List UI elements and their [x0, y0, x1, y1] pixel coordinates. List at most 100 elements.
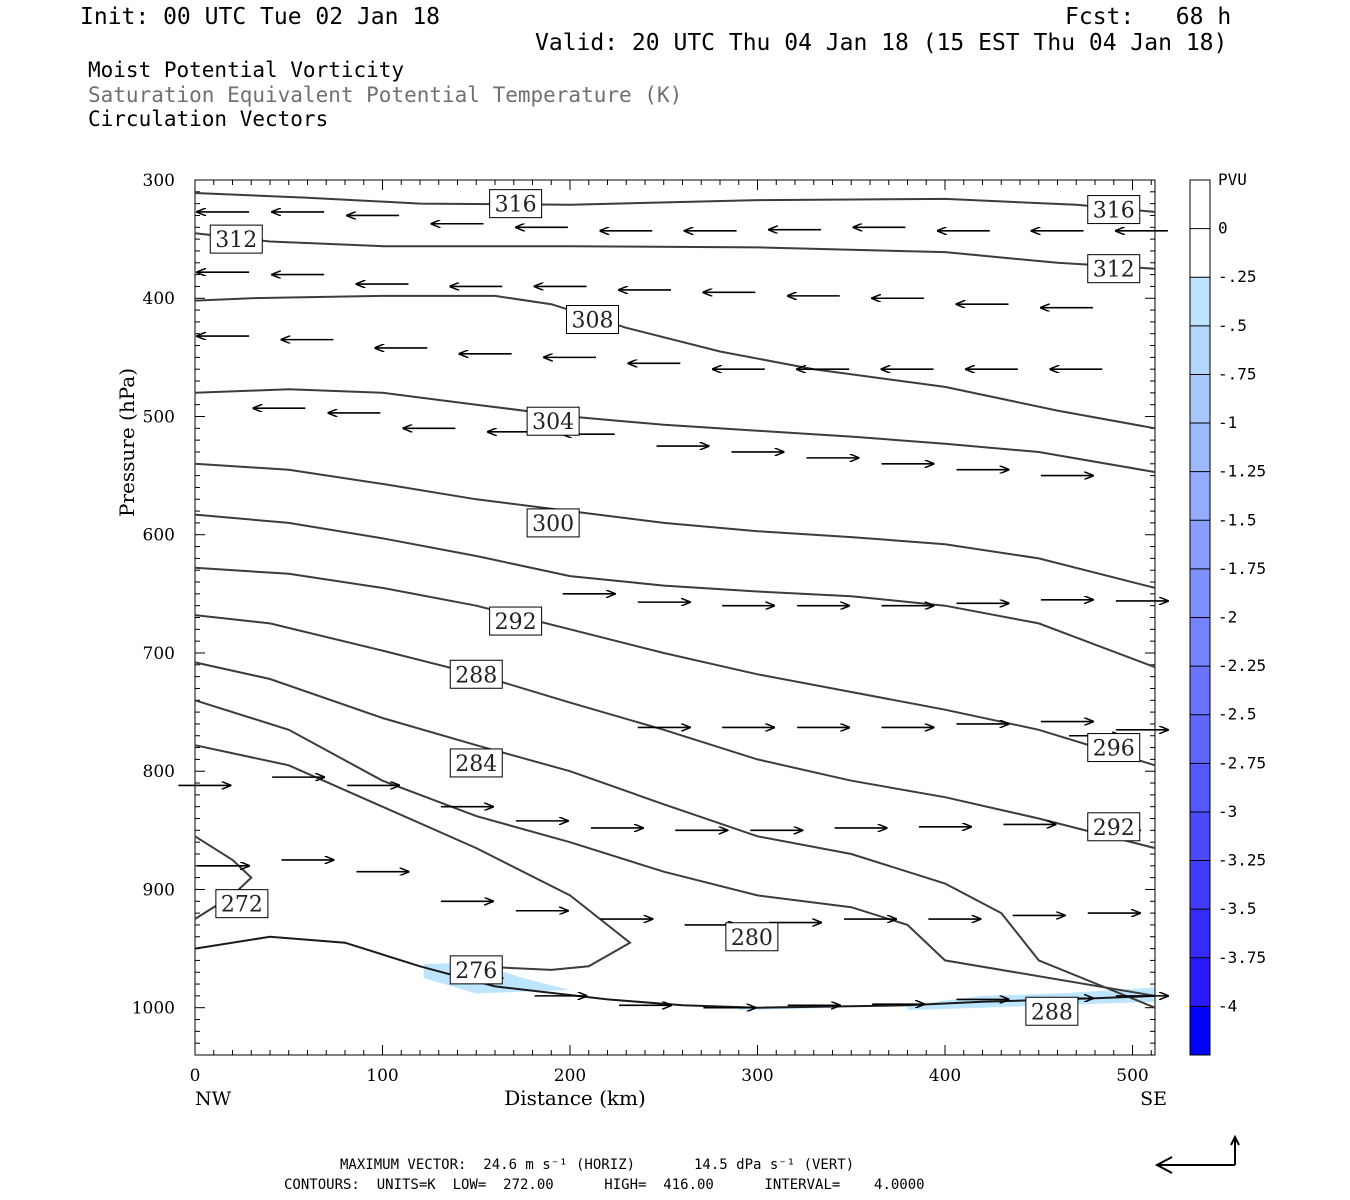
y-axis-label: Pressure (hPa): [115, 368, 139, 517]
init-time: Init: 00 UTC Tue 02 Jan 18: [80, 4, 441, 30]
contour-label: 304: [532, 410, 574, 435]
contour-label: 312: [1093, 258, 1135, 283]
theta-contour-280: [194, 699, 1156, 997]
contour-label-box: [449, 659, 503, 689]
colorbar-swatch: [1190, 811, 1210, 861]
contour-label-box: [1087, 254, 1141, 284]
theta-contour-276: [194, 744, 632, 971]
theta-contour-308: [194, 294, 1156, 430]
colorbar-level-label: -2.75: [1218, 753, 1266, 772]
contour-label: 300: [532, 512, 574, 537]
colorbar-level-label: -3.5: [1218, 899, 1257, 918]
contour-label: 272: [221, 893, 263, 918]
field-label-vectors: Circulation Vectors: [88, 107, 329, 131]
contour-label-box: [725, 922, 779, 952]
contour-label: 288: [455, 663, 497, 688]
contour-label: 316: [1093, 199, 1135, 224]
contour-label-box: [215, 889, 269, 919]
y-tick-label: 1000: [132, 999, 175, 1019]
colorbar-swatch: [1190, 1006, 1210, 1055]
contour-label-box: [449, 748, 503, 778]
footer-contours: CONTOURS: UNITS=K LOW= 272.00 HIGH= 416.…: [284, 1177, 925, 1193]
colorbar-swatch: [1190, 325, 1210, 375]
contour-label-box: [1025, 996, 1079, 1026]
x-tick-label: 400: [929, 1066, 961, 1086]
y-tick-label: 900: [143, 880, 175, 900]
contour-label: 288: [1031, 1000, 1073, 1025]
contour-label-box: [1087, 812, 1141, 842]
theta-contour-292: [194, 566, 1156, 767]
colorbar-swatch: [1190, 666, 1210, 715]
x-axis-label: Distance (km): [504, 1086, 646, 1110]
contour-label: 316: [495, 193, 537, 218]
colorbar-level-label: 0: [1218, 219, 1228, 238]
colorbar-level-label: -1: [1218, 413, 1237, 432]
forecast-hour: Fcst: 68 h: [1065, 4, 1232, 30]
contour-label-box: [1087, 733, 1141, 763]
valid-time: Valid: 20 UTC Thu 04 Jan 18 (15 EST Thu …: [535, 30, 1228, 56]
x-tick-label: 0: [190, 1066, 201, 1086]
y-tick-label: 300: [143, 171, 175, 191]
theta-contour-284: [194, 661, 1156, 1009]
x-tick-label: 500: [1116, 1066, 1148, 1086]
contour-label: 276: [455, 959, 497, 984]
colorbar-swatch: [1190, 228, 1210, 278]
footer-max-vector: MAXIMUM VECTOR: 24.6 m s⁻¹ (HORIZ) 14.5 …: [340, 1157, 855, 1173]
contour-label-box: [489, 189, 543, 219]
theta-contour-312: [194, 232, 1156, 270]
colorbar-level-label: -4: [1218, 996, 1237, 1015]
contour-label: 292: [1093, 816, 1135, 841]
colorbar-swatch: [1190, 520, 1210, 569]
colorbar-level-label: -3.25: [1218, 851, 1266, 870]
contour-label: 308: [572, 309, 614, 334]
contour-label-box: [566, 305, 619, 335]
colorbar-level-label: -.75: [1218, 364, 1257, 383]
colorbar-swatch: [1190, 180, 1210, 229]
colorbar-swatch: [1190, 277, 1210, 326]
contour-label: 284: [455, 752, 497, 777]
contour-label-box: [526, 406, 580, 436]
contour-label-box: [526, 508, 580, 538]
colorbar-level-label: -1.75: [1218, 559, 1266, 578]
contour-label: 292: [495, 610, 537, 635]
colorbar-swatch: [1190, 957, 1210, 1007]
x-tick-label: 100: [366, 1066, 398, 1086]
contour-label: 312: [215, 228, 257, 253]
colorbar-title: PVU: [1218, 170, 1247, 189]
contour-label: 280: [731, 926, 773, 951]
colorbar-level-label: -2: [1218, 608, 1237, 627]
colorbar-level-label: -2.5: [1218, 705, 1257, 724]
colorbar-swatch: [1190, 423, 1210, 472]
colorbar-swatch: [1190, 568, 1210, 618]
contour-label: 296: [1093, 737, 1135, 762]
theta-contour-316: [194, 192, 1156, 213]
colorbar-level-label: -1.5: [1218, 510, 1257, 529]
colorbar-swatch: [1190, 374, 1210, 424]
theta-contour-300: [194, 462, 1156, 589]
contour-label-box: [489, 606, 543, 636]
y-tick-label: 500: [143, 407, 175, 427]
colorbar-swatch: [1190, 471, 1210, 521]
colorbar-level-label: -.25: [1218, 267, 1257, 286]
colorbar-level-label: -2.25: [1218, 656, 1266, 675]
theta-contour-304: [194, 388, 1156, 474]
theta-contour-296: [194, 513, 1156, 669]
x-tick-label: 200: [554, 1066, 586, 1086]
x-endpoint-right: SE: [1140, 1088, 1167, 1110]
colorbar-level-label: -3: [1218, 802, 1237, 821]
contour-label-box: [209, 224, 263, 254]
colorbar-swatch: [1190, 714, 1210, 764]
contour-label-box: [449, 955, 503, 985]
reference-vector-horiz-head: [1154, 1156, 1173, 1174]
colorbar-level-label: -.5: [1218, 316, 1247, 335]
contour-label-box: [1087, 195, 1141, 225]
colorbar-level-label: -1.25: [1218, 462, 1266, 481]
colorbar-swatch: [1190, 860, 1210, 910]
field-label-theta-es: Saturation Equivalent Potential Temperat…: [88, 83, 683, 107]
y-tick-label: 800: [143, 762, 175, 782]
y-tick-label: 600: [143, 526, 175, 546]
theta-contour-288: [194, 614, 1156, 850]
colorbar-swatch: [1190, 763, 1210, 812]
field-label-pv: Moist Potential Vorticity: [88, 58, 405, 82]
